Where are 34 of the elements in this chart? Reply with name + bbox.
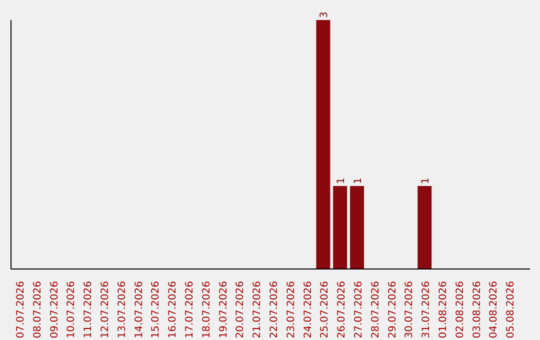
x-tick-label: 12.07.2026 [100, 281, 111, 338]
x-tick-label: 29.07.2026 [387, 281, 398, 338]
x-tick-label: 15.07.2026 [150, 281, 162, 338]
x-tick-label: 25.07.2026 [320, 281, 331, 338]
data-label: 3 [319, 12, 330, 18]
x-tick-label: 14.07.2026 [134, 281, 145, 338]
x-tick-label: 18.07.2026 [201, 281, 212, 338]
x-tick-label: 31.07.2026 [421, 281, 432, 338]
x-tick-label: 30.07.2026 [404, 281, 416, 338]
x-tick-label: 02.08.2026 [454, 281, 466, 338]
data-label: 1 [336, 178, 348, 184]
x-tick-label: 23.07.2026 [286, 281, 297, 338]
x-tick-label: 21.07.2026 [252, 281, 264, 338]
x-tick-label: 24.07.2026 [302, 281, 314, 338]
x-tick-label: 17.07.2026 [184, 281, 196, 338]
x-tick-label: 07.07.2026 [15, 281, 26, 338]
x-tick-label: 10.07.2026 [66, 281, 78, 338]
x-tick-label: 11.07.2026 [83, 281, 94, 338]
x-tick-label: 22.07.2026 [268, 281, 280, 338]
x-tick-label: 05.08.2026 [506, 281, 517, 338]
x-tick-label: 04.08.2026 [488, 281, 500, 338]
data-label: 1 [420, 178, 432, 184]
data-label: 1 [353, 178, 364, 184]
x-tick-label: 08.07.2026 [32, 281, 44, 338]
x-tick-label: 28.07.2026 [370, 281, 382, 338]
x-tick-label: 01.08.2026 [438, 281, 449, 338]
x-tick-label: 26.07.2026 [336, 281, 348, 338]
x-tick-label: 19.07.2026 [218, 281, 230, 338]
x-tick-label: 20.07.2026 [235, 281, 246, 338]
x-tick-label: 16.07.2026 [168, 281, 179, 338]
x-tick-label: 27.07.2026 [353, 281, 364, 338]
x-tick-label: 03.08.2026 [472, 281, 483, 338]
x-tick-label: 09.07.2026 [49, 281, 60, 338]
x-tick-label: 13.07.2026 [116, 281, 128, 338]
